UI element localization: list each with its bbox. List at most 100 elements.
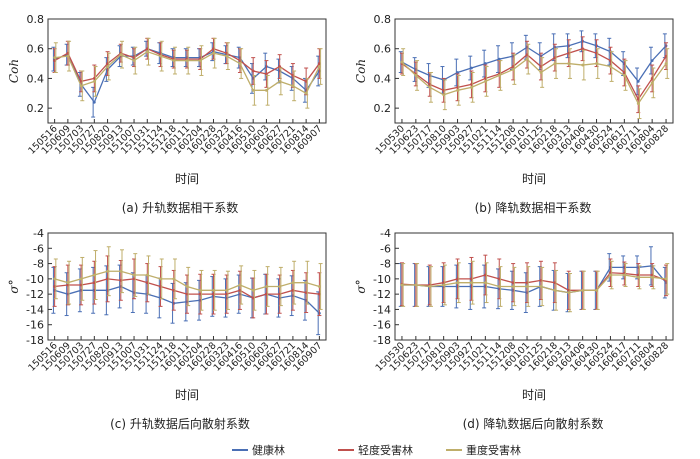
data-point <box>581 47 585 51</box>
data-point <box>636 102 640 106</box>
series-1 <box>398 246 668 313</box>
data-point <box>185 59 189 62</box>
legend-label: 重度受害林 <box>466 443 521 457</box>
data-point <box>414 283 418 287</box>
data-point <box>119 269 123 273</box>
series-3 <box>400 43 670 120</box>
data-point <box>664 62 668 65</box>
data-point <box>238 283 242 287</box>
data-point <box>317 65 321 68</box>
series-3 <box>53 37 323 109</box>
data-point <box>400 283 404 287</box>
y-tick-label: -6 <box>380 242 391 255</box>
data-point <box>650 59 654 62</box>
y-tick-label: -16 <box>373 319 391 332</box>
data-point <box>609 59 612 62</box>
data-point <box>106 65 109 68</box>
data-point <box>414 74 418 77</box>
y-tick-label: -12 <box>26 288 44 301</box>
data-point <box>511 68 515 71</box>
data-point <box>119 53 123 57</box>
y-tick-label: -16 <box>26 319 44 332</box>
legend-item: 重度受害林 <box>446 443 521 457</box>
series-line <box>401 272 667 291</box>
series-line <box>401 58 667 105</box>
legend: 健康林 轻度受害林 重度受害林 <box>232 443 521 457</box>
data-point <box>265 285 268 288</box>
plot-frame <box>394 18 674 124</box>
y-tick-label: 0.4 <box>27 72 45 85</box>
y-tick-label: -14 <box>373 303 391 316</box>
x-axis-label: 时间 <box>522 172 546 186</box>
y-axis-label: σ° <box>7 279 21 293</box>
data-point <box>567 288 571 292</box>
series-1 <box>51 264 321 336</box>
y-tick-label: -4 <box>33 227 44 240</box>
y-tick-label: 0.2 <box>27 102 45 115</box>
data-point <box>525 53 529 57</box>
data-point <box>483 281 487 285</box>
legend-item: 健康林 <box>232 443 285 457</box>
data-point <box>238 62 242 65</box>
series-line <box>401 274 667 294</box>
data-point <box>497 74 501 77</box>
data-point <box>595 62 598 65</box>
data-point <box>456 281 459 285</box>
panel-caption: (d) 降轨数据后向散射系数 <box>463 416 604 431</box>
data-point <box>265 88 268 92</box>
data-point <box>265 72 268 76</box>
data-point <box>79 84 83 88</box>
plot-frame <box>394 232 674 341</box>
panel-caption: (b) 降轨数据相干系数 <box>475 200 592 215</box>
legend-label: 健康林 <box>252 443 285 457</box>
data-point <box>567 51 571 55</box>
data-point <box>470 66 473 70</box>
x-axis-label: 时间 <box>175 172 199 186</box>
data-point <box>567 62 571 65</box>
panel-d-descending-backscatter: -18-16-14-12-10-8-6-41505301506231507171… <box>354 227 674 431</box>
x-axis-label: 时间 <box>175 388 199 402</box>
y-axis-label: σ° <box>354 279 368 293</box>
data-point <box>251 288 255 292</box>
data-point <box>304 291 308 295</box>
data-point <box>172 59 176 62</box>
data-point <box>400 60 404 64</box>
data-point <box>483 80 487 83</box>
data-point <box>251 88 255 92</box>
data-point <box>291 74 295 77</box>
data-point <box>198 288 202 292</box>
data-point <box>636 80 640 83</box>
series-2 <box>52 255 322 319</box>
data-point <box>92 80 96 83</box>
data-point <box>145 273 149 277</box>
data-point <box>609 273 612 277</box>
y-tick-label: 0.6 <box>374 43 392 56</box>
data-point <box>567 291 571 295</box>
data-point <box>553 62 557 65</box>
data-point <box>291 288 295 292</box>
data-point <box>106 62 109 65</box>
data-point <box>539 278 543 282</box>
y-tick-label: -6 <box>33 242 44 255</box>
x-axis-label: 时间 <box>522 388 546 402</box>
y-tick-label: -4 <box>380 227 391 240</box>
series-2 <box>399 254 669 310</box>
y-axis-label: Coh <box>354 59 368 83</box>
y-tick-label: 0.2 <box>374 102 392 115</box>
data-point <box>159 277 162 281</box>
data-point <box>456 71 459 74</box>
data-point <box>470 281 473 285</box>
y-tick-label: -10 <box>373 273 391 286</box>
data-point <box>553 288 557 292</box>
data-point <box>428 85 432 89</box>
data-point <box>291 84 295 88</box>
data-point <box>525 281 529 285</box>
y-tick-label: -18 <box>373 334 391 347</box>
data-point <box>278 65 282 68</box>
series-1 <box>398 30 668 96</box>
data-point <box>304 281 308 285</box>
data-point <box>53 56 57 60</box>
data-point <box>539 71 543 74</box>
data-point <box>636 273 640 277</box>
data-point <box>650 275 654 279</box>
